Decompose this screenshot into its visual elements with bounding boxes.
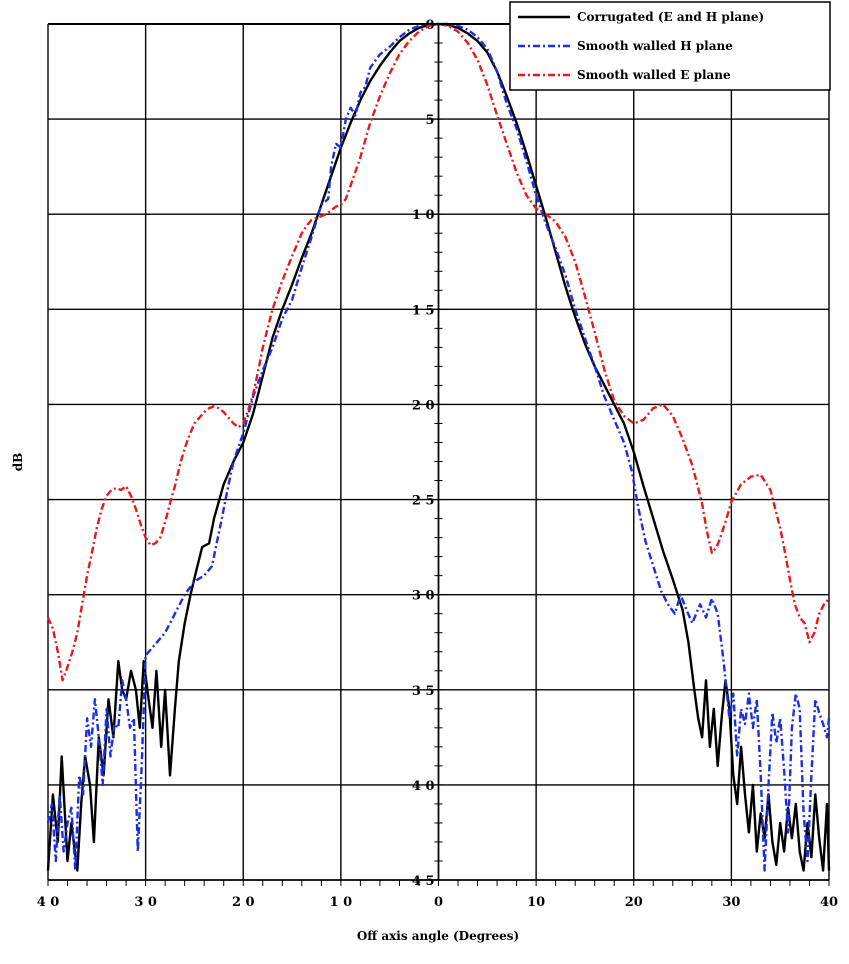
y-tick-labels: 051 01 52 02 53 03 54 04 5 bbox=[412, 18, 435, 889]
x-tick-label: 3 0 bbox=[134, 895, 157, 910]
x-tick-label: 40 bbox=[820, 895, 838, 910]
legend-label-corrugated: Corrugated (E and H plane) bbox=[577, 10, 764, 24]
grid-lines bbox=[47, 23, 830, 886]
x-tick-label: 1 0 bbox=[330, 895, 353, 910]
x-tick-label: 0 bbox=[434, 895, 443, 910]
y-tick-label: 2 5 bbox=[412, 494, 435, 509]
series-line-2 bbox=[46, 22, 830, 682]
legend-label-smooth-h-plane: Smooth walled H plane bbox=[577, 39, 733, 53]
y-tick-label: 5 bbox=[425, 113, 434, 128]
legend: Corrugated (E and H plane) Smooth walled… bbox=[509, 1, 831, 91]
x-tick-label: 20 bbox=[625, 895, 643, 910]
y-axis-title: dB bbox=[11, 453, 25, 472]
y-tick-label: 4 0 bbox=[412, 779, 435, 794]
series-line-0 bbox=[46, 22, 831, 872]
legend-label-smooth-e-plane: Smooth walled E plane bbox=[577, 68, 731, 82]
y-tick-label: 1 5 bbox=[412, 303, 435, 318]
x-tick-labels: 4 0 3 0 2 0 1 0 0 10 20 30 40 bbox=[37, 895, 838, 910]
x-tick-label: 2 0 bbox=[232, 895, 255, 910]
x-tick-label: 30 bbox=[722, 895, 740, 910]
x-axis-title: Off axis angle (Degrees) bbox=[357, 929, 519, 943]
y-tick-label: 1 0 bbox=[412, 208, 435, 223]
x-tick-label: 10 bbox=[527, 895, 545, 910]
y-tick-label: 3 5 bbox=[412, 684, 435, 699]
y-tick-label: 3 0 bbox=[412, 589, 435, 604]
y-tick-label: 2 0 bbox=[412, 398, 435, 413]
x-tick-label: 4 0 bbox=[37, 895, 60, 910]
series-line-1 bbox=[46, 22, 831, 872]
y-tick-label: 4 5 bbox=[412, 874, 435, 889]
